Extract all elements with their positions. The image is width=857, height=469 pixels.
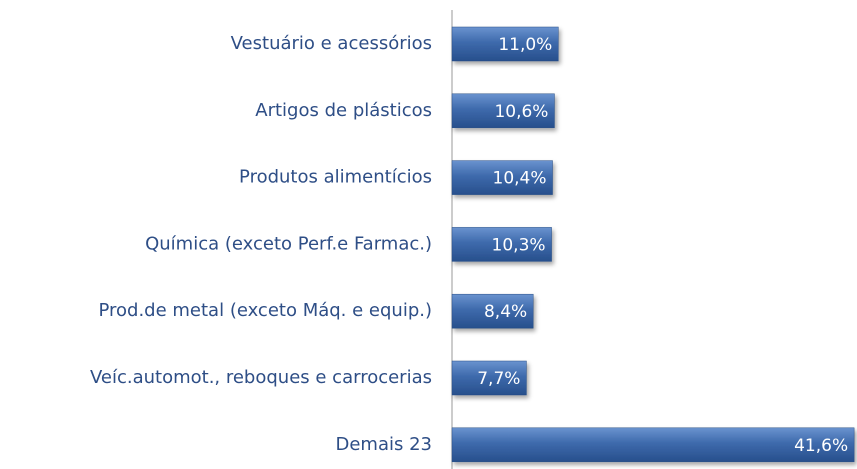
value-label: 8,4%: [484, 302, 527, 322]
bar: [451, 26, 559, 62]
category-label: Produtos alimentícios: [239, 167, 432, 188]
bar: [451, 227, 552, 262]
bar: [451, 427, 855, 463]
value-label: 7,7%: [477, 369, 520, 389]
category-label: Artigos de plásticos: [255, 100, 432, 121]
category-label: Veíc.automot., reboques e carrocerias: [90, 367, 432, 388]
bar: [451, 93, 555, 129]
bar: [451, 160, 553, 195]
bar: [451, 293, 534, 329]
value-label: 10,3%: [492, 235, 546, 255]
value-label: 10,6%: [494, 102, 548, 122]
bar: [451, 360, 527, 396]
value-label: 11,0%: [498, 35, 552, 55]
category-label: Demais 23: [335, 434, 432, 455]
category-label: Prod.de metal (exceto Máq. e equip.): [98, 300, 432, 321]
value-label: 41,6%: [794, 436, 848, 456]
category-label: Vestuário e acessórios: [231, 33, 432, 54]
value-label: 10,4%: [493, 169, 547, 189]
category-label: Química (exceto Perf.e Farmac.): [145, 233, 432, 254]
